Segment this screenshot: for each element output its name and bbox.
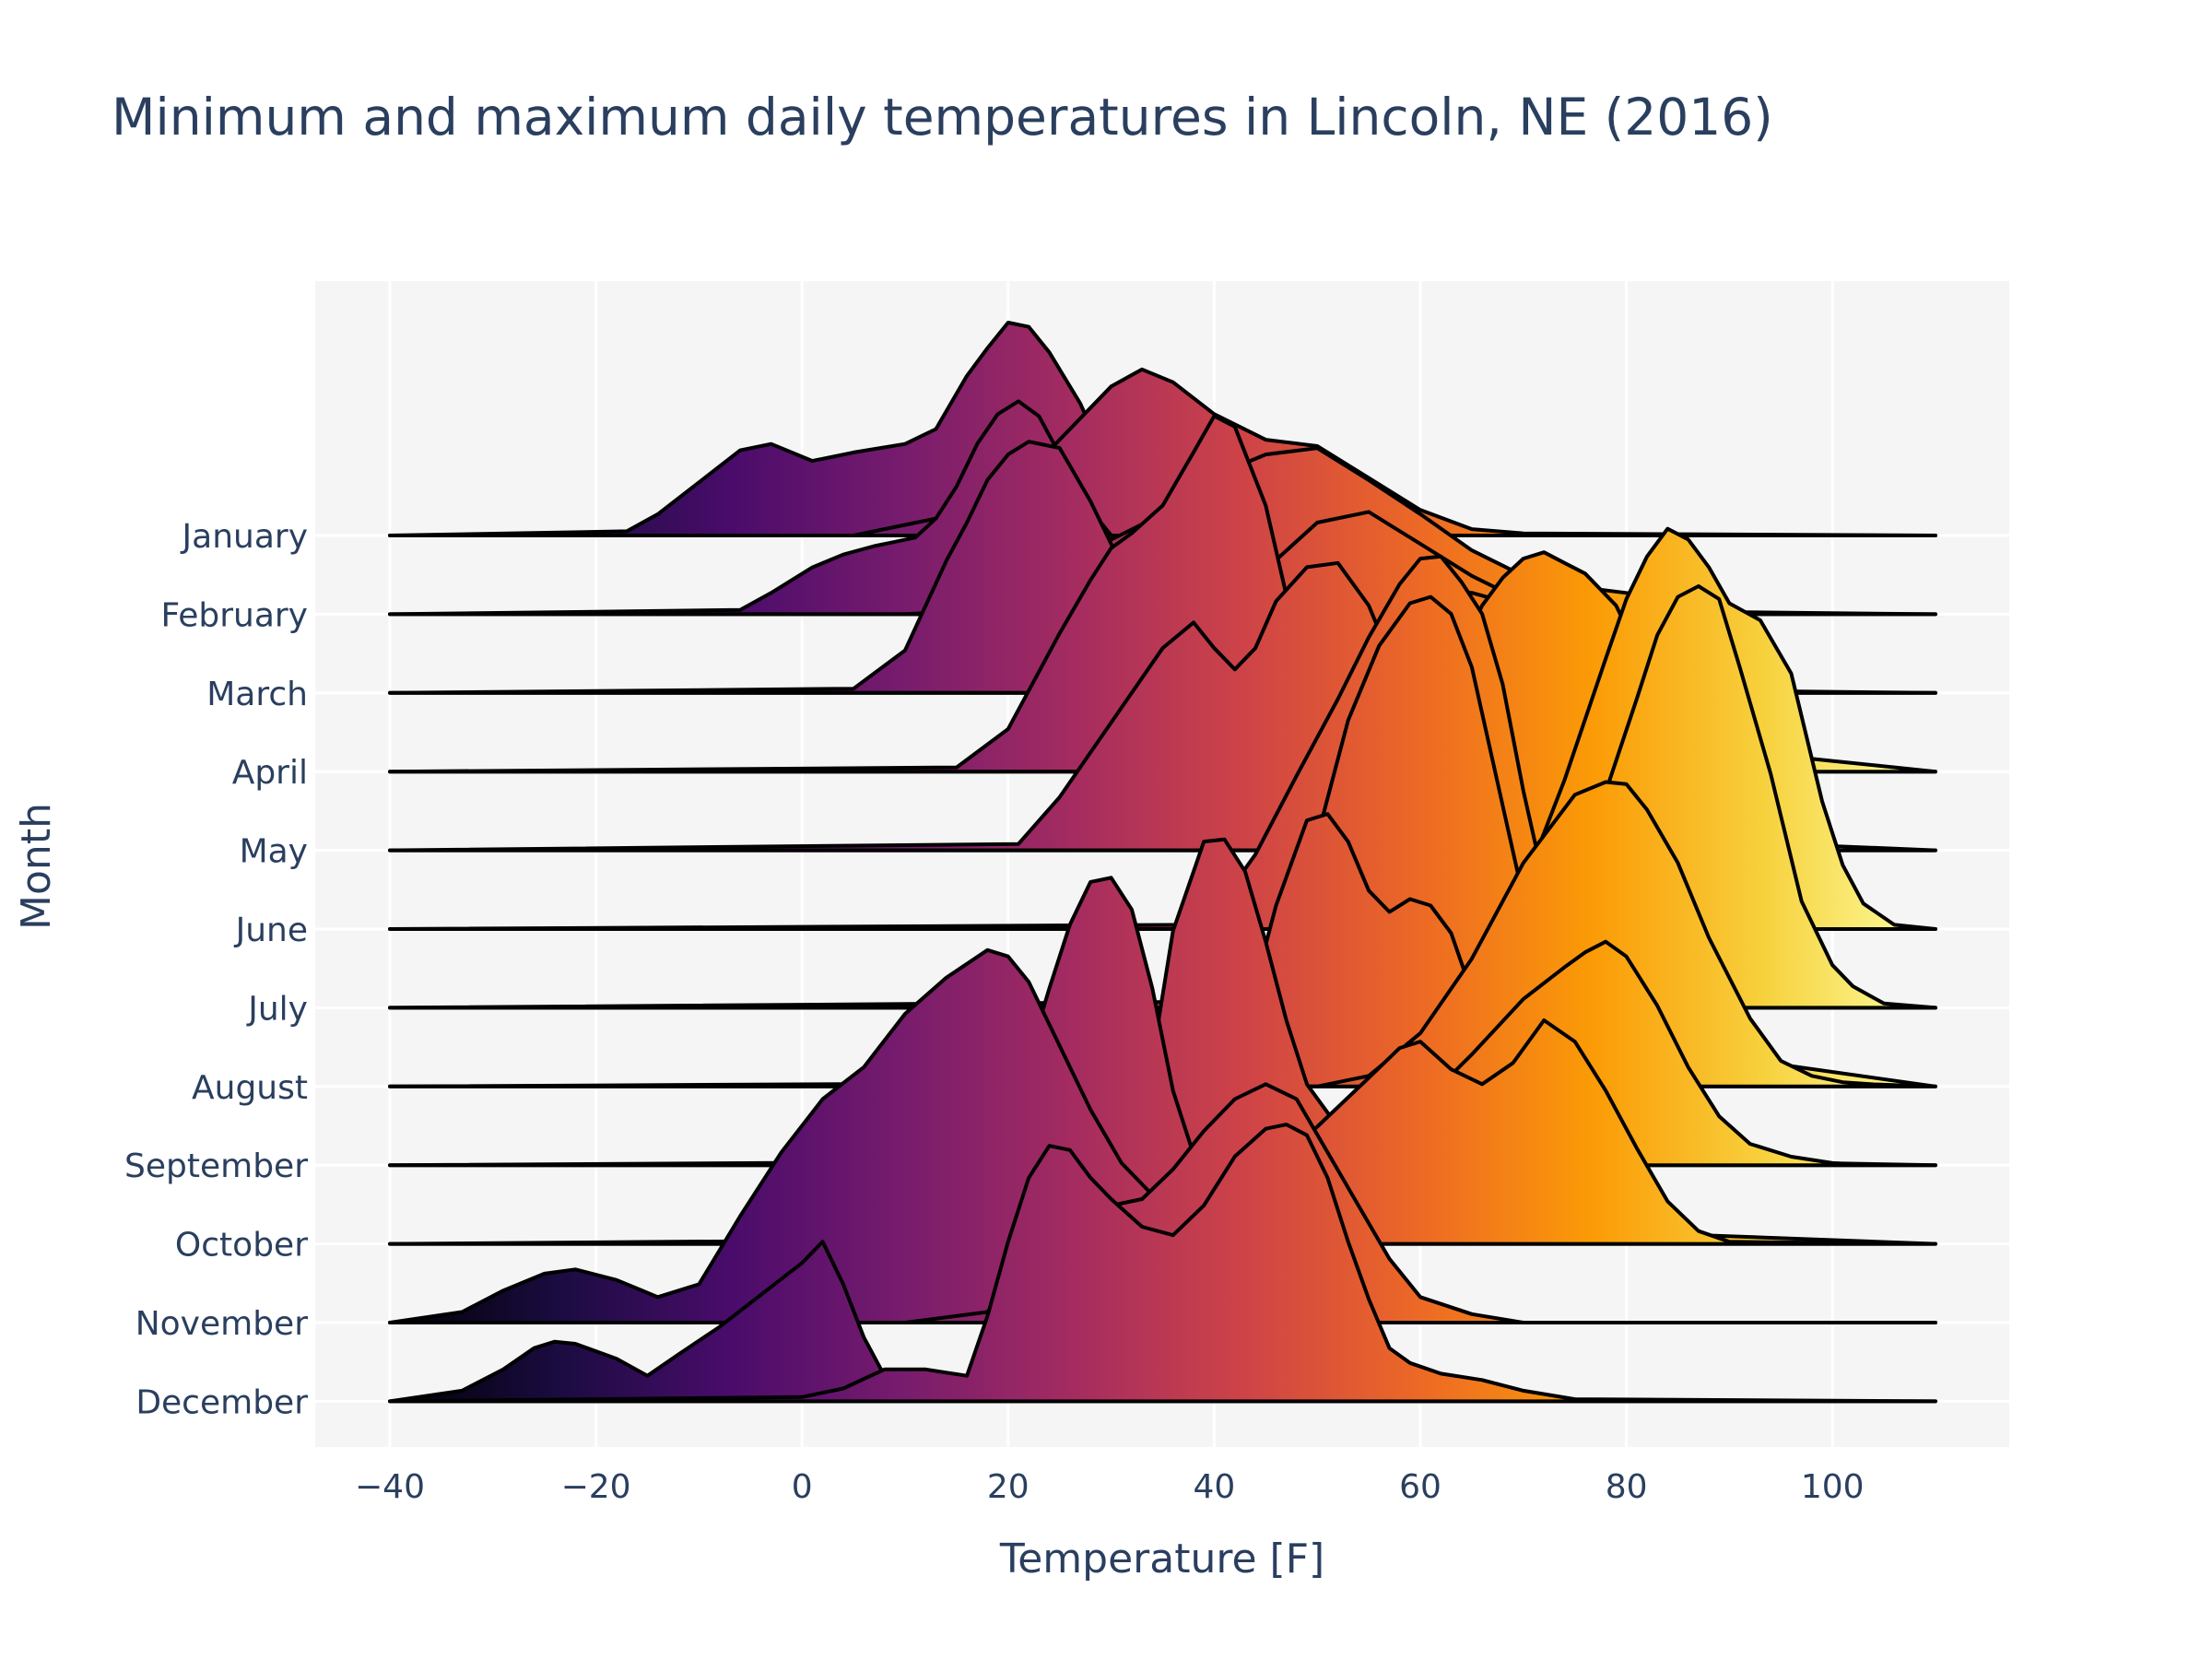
y-tick-label-june: June xyxy=(234,912,308,949)
x-tick-label-4: 40 xyxy=(1193,1468,1235,1506)
y-tick-label-january: January xyxy=(181,518,308,556)
x-tick-labels: −40 −20 0 20 40 60 80 100 xyxy=(355,1468,1865,1506)
x-tick-label-7: 100 xyxy=(1801,1468,1865,1506)
y-tick-label-august: August xyxy=(192,1069,308,1107)
y-tick-label-february: February xyxy=(160,596,308,634)
x-tick-label-0: −40 xyxy=(355,1468,425,1506)
ridge-series-layer xyxy=(388,321,1937,1404)
y-tick-labels: January February March April May June July Augu… xyxy=(124,518,308,1421)
x-tick-label-3: 20 xyxy=(987,1468,1030,1506)
chart-title: Minimum and maximum daily temperatures i… xyxy=(112,88,1773,147)
x-tick-label-1: −20 xyxy=(561,1468,631,1506)
x-tick-label-5: 60 xyxy=(1399,1468,1441,1506)
y-tick-label-october: October xyxy=(175,1227,308,1265)
y-tick-label-july: July xyxy=(246,990,308,1028)
x-axis-title: Temperature [F] xyxy=(999,1535,1324,1583)
y-tick-label-december: December xyxy=(135,1383,308,1421)
y-axis-title: Month xyxy=(13,803,60,930)
y-tick-label-september: September xyxy=(124,1147,308,1185)
density-max-december xyxy=(388,1123,1937,1404)
y-tick-label-april: April xyxy=(232,754,308,792)
y-tick-label-may: May xyxy=(240,833,308,871)
x-tick-label-2: 0 xyxy=(792,1468,813,1506)
y-tick-label-march: March xyxy=(206,676,308,713)
y-tick-label-november: November xyxy=(135,1305,308,1343)
x-tick-label-6: 80 xyxy=(1606,1468,1648,1506)
ridge-december xyxy=(388,1123,1937,1404)
